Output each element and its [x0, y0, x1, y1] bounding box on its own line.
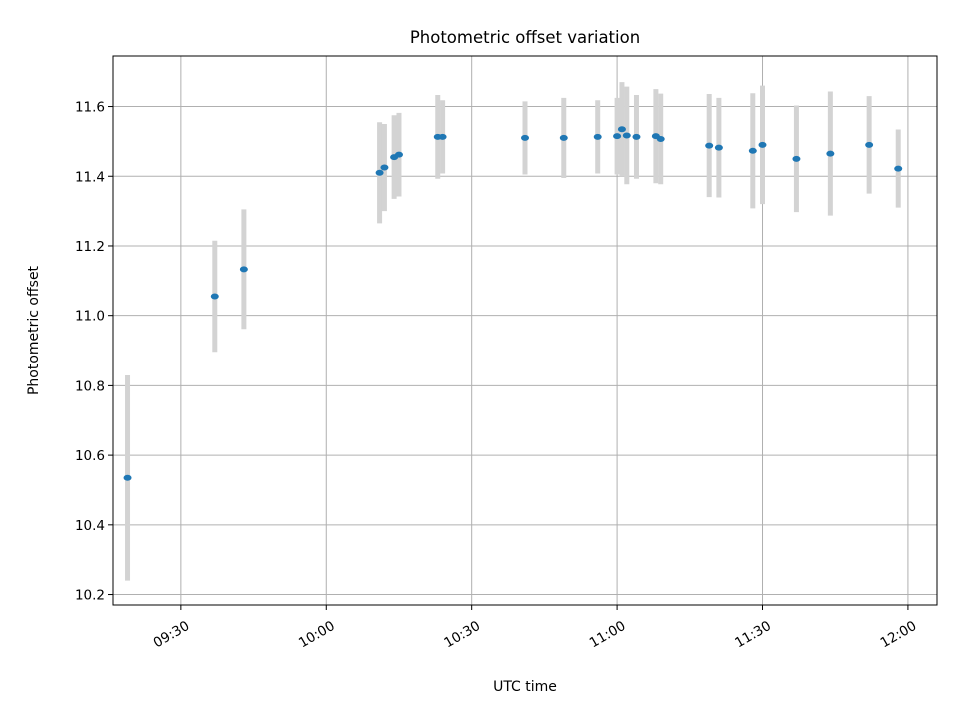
data-point: [894, 165, 903, 172]
data-point: [826, 150, 835, 157]
data-point: [380, 164, 389, 171]
y-tick-label: 10.4: [75, 518, 105, 534]
y-tick-label: 11.2: [75, 239, 105, 255]
data-point: [792, 155, 801, 162]
x-tick-label: 12:00: [878, 618, 920, 651]
y-tick-label: 11.0: [75, 309, 105, 325]
data-point: [758, 141, 767, 148]
x-tick-label: 09:30: [151, 618, 193, 651]
data-point: [593, 133, 602, 140]
data-point: [521, 134, 529, 141]
plot-frame: [112, 55, 938, 606]
data-point: [438, 133, 447, 140]
y-ticks: 10.2 10.4 10.6 10.8 11.0 11.2 11.4 11.6: [75, 100, 113, 604]
y-tick-label: 11.4: [75, 169, 105, 185]
y-axis-label: Photometric offset: [26, 265, 42, 395]
x-tick-label: 11:30: [732, 618, 774, 651]
data-point: [622, 132, 631, 139]
data-point: [705, 142, 714, 149]
data-point: [748, 147, 757, 154]
data-point: [656, 135, 665, 142]
x-ticks: 09:30 10:00 10:30 11:00 11:30 12:00: [151, 605, 920, 651]
y-tick-label: 10.8: [75, 378, 105, 394]
errorbars: [125, 82, 901, 581]
y-tick-label: 10.2: [75, 588, 105, 604]
data-point: [714, 144, 723, 151]
data-point: [865, 141, 874, 148]
y-tick-label: 11.6: [75, 100, 105, 116]
y-tick-label: 10.6: [75, 448, 105, 464]
data-point: [210, 293, 219, 300]
data-point: [559, 134, 568, 141]
x-tick-label: 10:30: [441, 618, 483, 651]
data-point: [632, 133, 641, 140]
x-tick-label: 10:00: [296, 618, 338, 651]
x-tick-label: 11:00: [587, 618, 629, 651]
x-axis-label: UTC time: [493, 679, 557, 695]
data-point: [617, 126, 626, 133]
data-point: [394, 151, 403, 158]
data-point: [123, 474, 132, 481]
data-point: [239, 266, 248, 273]
data-point: [375, 169, 384, 176]
chart-title: Photometric offset variation: [410, 28, 640, 47]
data-point: [613, 133, 622, 140]
data-points: [123, 126, 903, 481]
